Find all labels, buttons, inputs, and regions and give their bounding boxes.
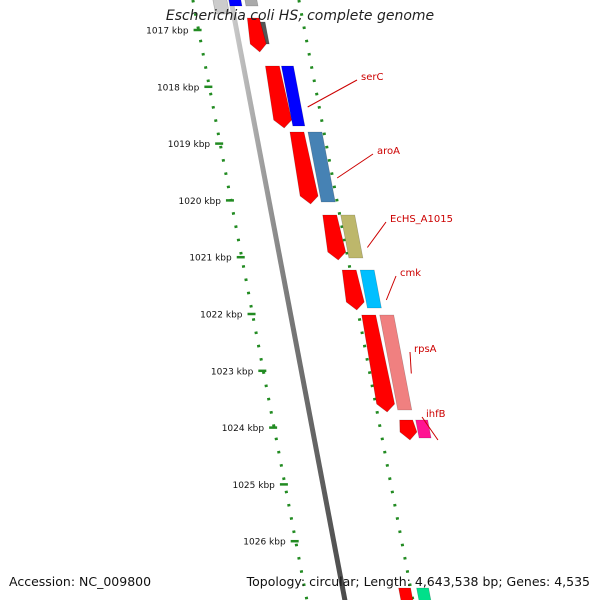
backbone-line [228, 0, 348, 600]
cds-feature [399, 419, 418, 441]
cds-feature [361, 314, 395, 413]
gene-feature-cmk [359, 269, 382, 309]
scale-tick-label: 1024 kbp [222, 424, 265, 434]
accession-text: Accession: NC_009800 [9, 574, 152, 589]
scale-tick-label: 1025 kbp [232, 481, 275, 491]
gene-feature-EcHS_A1015 [340, 214, 364, 259]
gene-feature-ihfB [415, 419, 432, 439]
gene-feature-rpsA [379, 314, 413, 411]
gene-feature-aroA [307, 131, 336, 203]
cds-feature [341, 269, 365, 311]
scale-tick-label: 1026 kbp [243, 538, 286, 548]
topology-summary: Topology: circular; Length: 4,643,538 bp… [246, 574, 590, 589]
gene-label-leader [421, 416, 439, 441]
gene-feature-serC [281, 65, 306, 127]
cds-feature [246, 17, 267, 53]
scale-tick-label: 1017 kbp [146, 27, 189, 37]
gene-label-leader [336, 153, 374, 179]
scale-tick-label: 1020 kbp [179, 197, 222, 207]
gene-label-leader [385, 275, 397, 301]
map-title: Escherichia coli HS, complete genome [165, 8, 435, 24]
cds-feature [265, 65, 292, 129]
gene-label-cmk: cmk [400, 268, 421, 279]
gene-label-leader [366, 221, 387, 248]
cds-feature [398, 587, 414, 600]
gene-label-serC: serC [361, 72, 383, 83]
gene-label-ihfB: ihfB [426, 409, 446, 420]
partial-feature [244, 0, 259, 7]
gene-features [212, 0, 432, 600]
gene-label-aroA: aroA [377, 146, 400, 157]
partial-feature [416, 587, 432, 600]
scale-tick-label: 1023 kbp [211, 367, 254, 377]
gene-label-leader [307, 79, 358, 108]
partial-feature [212, 0, 230, 15]
gene-label-rpsA: rpsA [414, 344, 437, 355]
cds-feature [322, 214, 347, 261]
scale-tick-label: 1022 kbp [200, 311, 243, 321]
genome-backbone [228, 0, 348, 600]
gene-label-EcHS_A1015: EcHS_A1015 [390, 214, 453, 225]
scale-tick-label: 1021 kbp [189, 254, 232, 264]
partial-feature [228, 0, 243, 7]
scale-ticks: 1017 kbp 1018 kbp 1019 kbp 1020 kbp 1021 kbp… [146, 27, 299, 548]
gene-label-leader [409, 351, 412, 374]
scale-tick-label: 1019 kbp [168, 140, 211, 150]
cds-feature [289, 131, 319, 205]
scale-tick-label: 1018 kbp [157, 83, 200, 93]
